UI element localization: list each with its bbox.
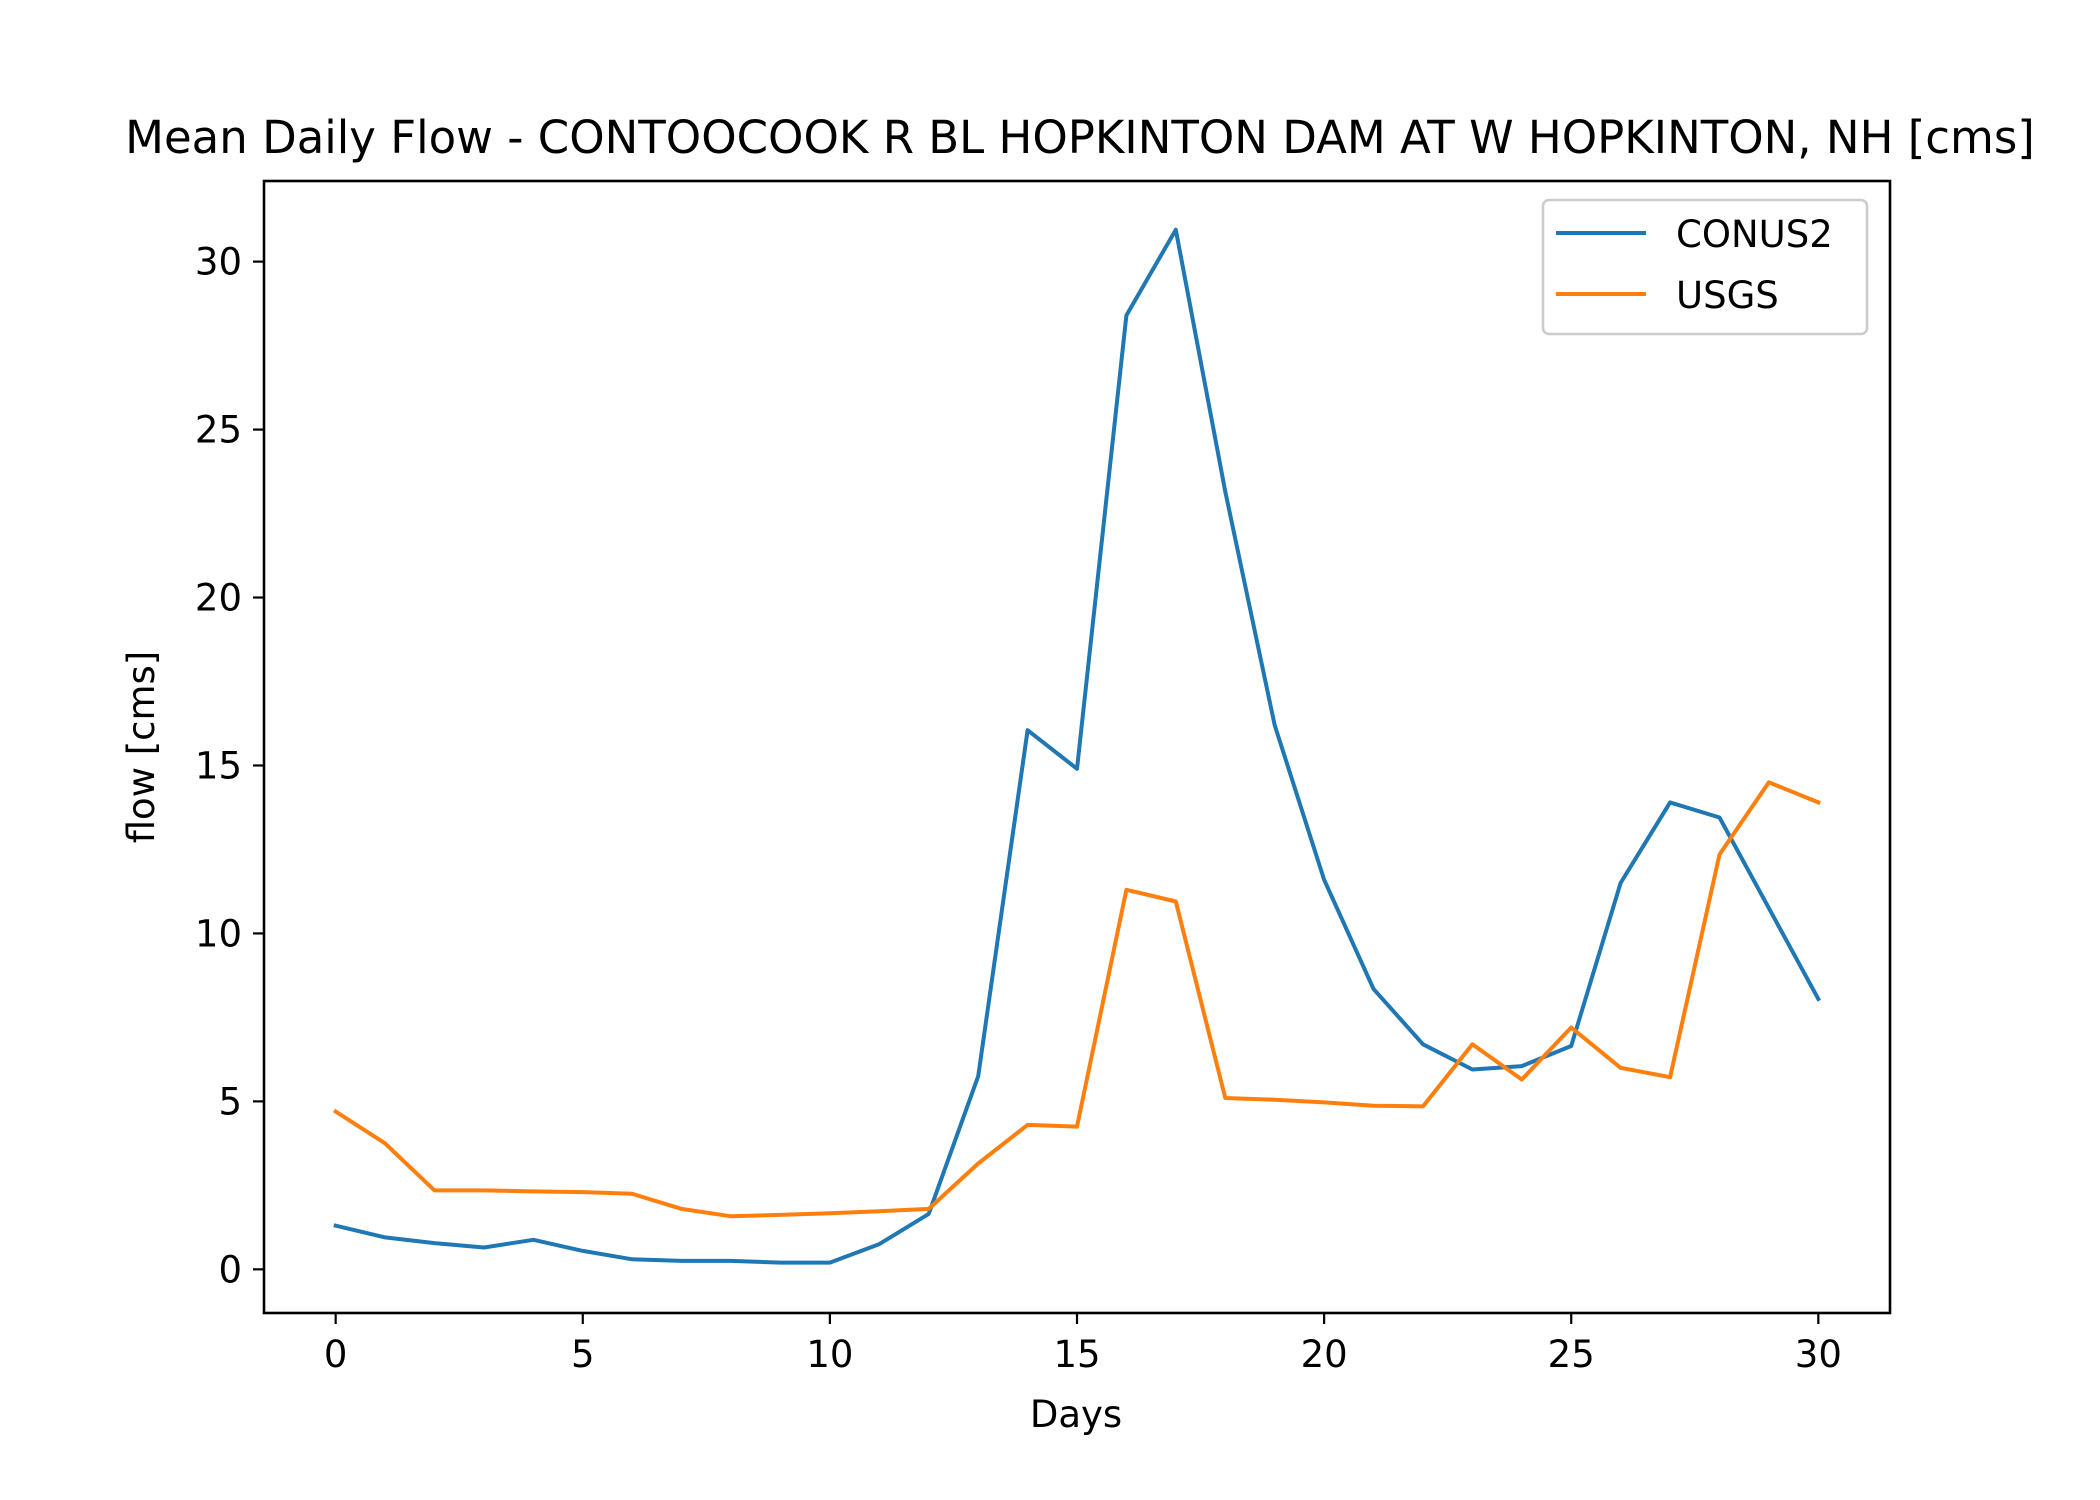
legend-label-conus2: CONUS2 <box>1676 213 1833 256</box>
y-tick-label: 25 <box>195 409 242 452</box>
x-tick-label: 10 <box>806 1333 853 1376</box>
x-tick-label: 20 <box>1301 1333 1348 1376</box>
legend: CONUS2 USGS <box>1541 198 1869 336</box>
y-tick-label: 0 <box>218 1248 242 1291</box>
x-axis: 0 5 10 15 20 25 30 <box>324 1313 1842 1376</box>
y-tick-label: 20 <box>195 577 242 620</box>
y-tick-label: 10 <box>195 912 242 955</box>
chart-title: Mean Daily Flow - CONTOOCOOK R BL HOPKIN… <box>125 111 2035 164</box>
x-tick-label: 5 <box>571 1333 595 1376</box>
legend-label-usgs: USGS <box>1676 274 1779 317</box>
y-axis-label: flow [cms] <box>120 651 163 844</box>
series-line-conus2 <box>333 227 1822 1265</box>
x-axis-label: Days <box>1030 1393 1122 1436</box>
plot-area <box>262 179 1892 1315</box>
series-line-usgs <box>332 780 1821 1219</box>
x-tick-label: 0 <box>324 1333 348 1376</box>
y-tick-label: 15 <box>195 744 242 787</box>
y-axis: 0 5 10 15 20 25 30 <box>195 241 264 1291</box>
series-lines <box>332 227 1822 1265</box>
x-tick-label: 25 <box>1548 1333 1595 1376</box>
x-tick-label: 15 <box>1053 1333 1100 1376</box>
y-tick-label: 5 <box>218 1080 242 1123</box>
y-tick-label: 30 <box>195 241 242 284</box>
x-tick-label: 30 <box>1795 1333 1842 1376</box>
